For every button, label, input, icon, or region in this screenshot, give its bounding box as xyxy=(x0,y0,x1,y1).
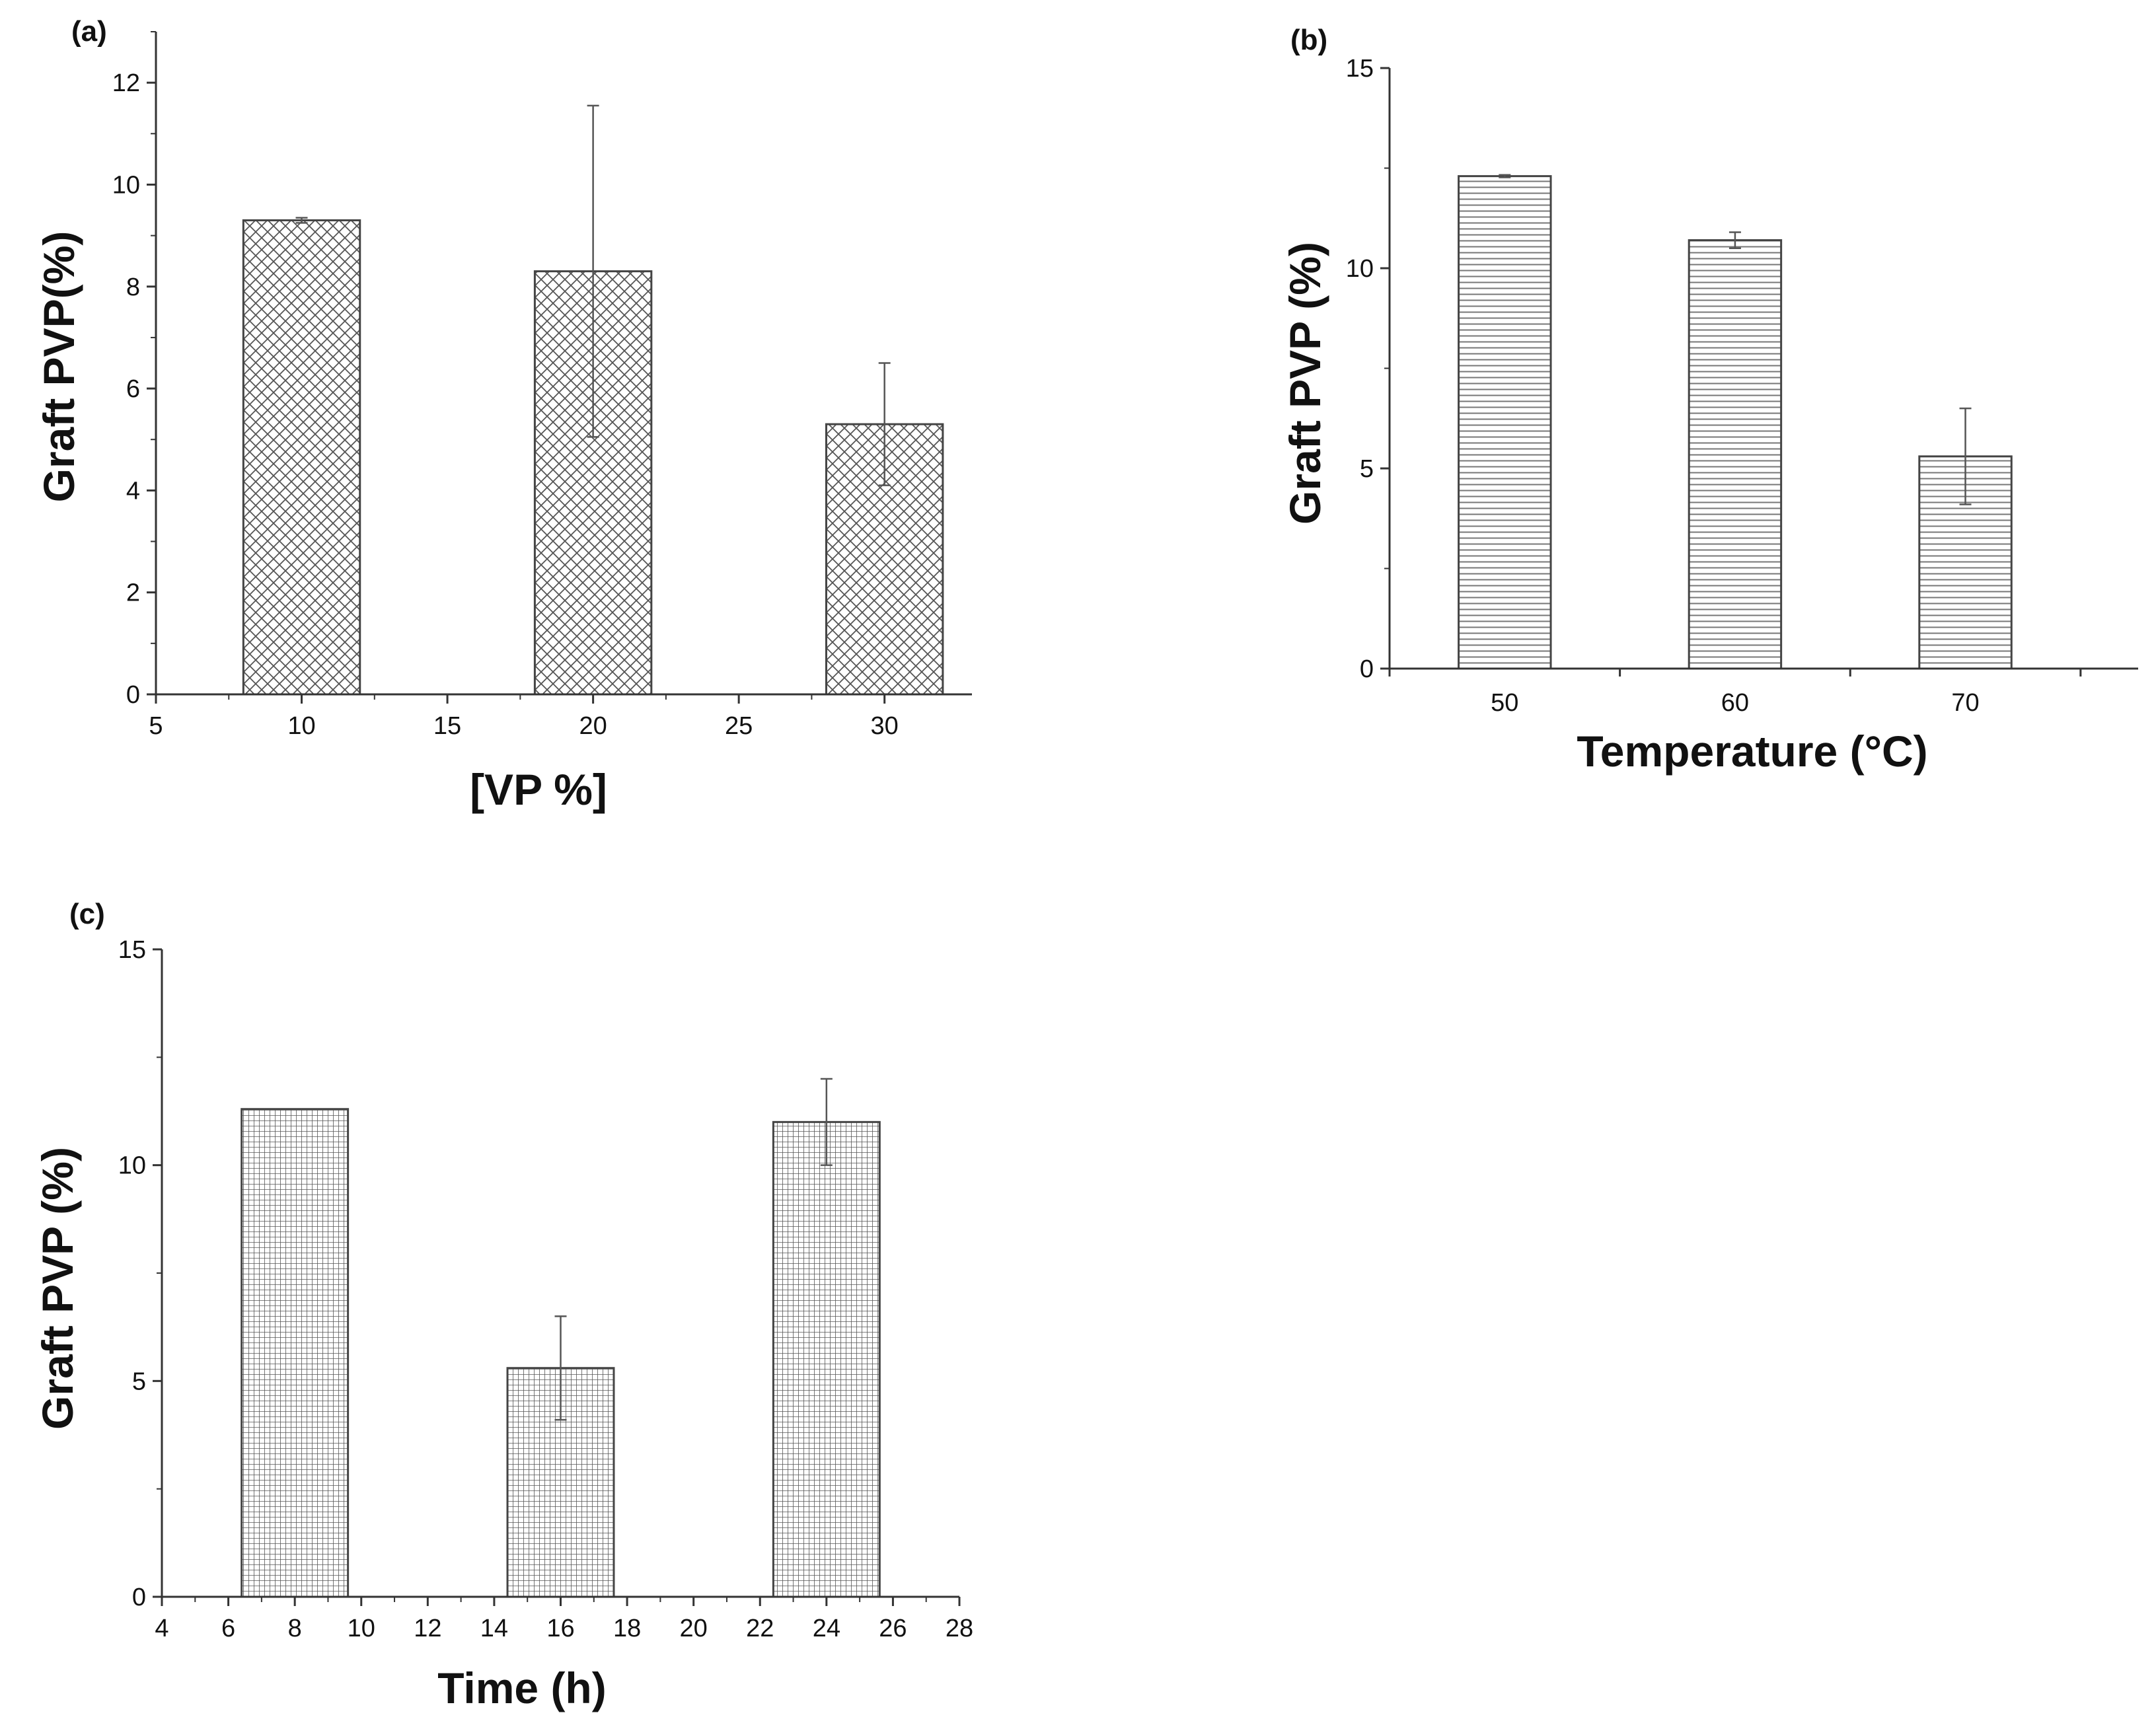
panel-c-y-tick-label: 0 xyxy=(132,1584,146,1611)
panel-b-label: (b) xyxy=(1290,24,1327,56)
panel-c-y-ticks: 0 5 10 15 xyxy=(118,936,162,1611)
panel-a-error-bar xyxy=(587,104,599,438)
panel-b-x-tick-label: 60 xyxy=(1721,689,1749,717)
panel-b-x-ticks: 50 60 70 xyxy=(1388,669,2082,717)
panel-b-x-tick-label: 70 xyxy=(1951,689,1979,717)
panel-b-y-tick-label: 0 xyxy=(1360,655,1374,683)
panel-a-y-tick-label: 8 xyxy=(126,274,140,301)
panel-c-x-axis-title: Time (h) xyxy=(437,1664,606,1712)
panel-a-x-tick-label: 15 xyxy=(433,712,461,740)
panel-c-error-bar xyxy=(554,1315,567,1421)
panel-a-y-axis-title: Graft PVP(%) xyxy=(34,231,83,503)
panel-c-x-tick-label: 8 xyxy=(288,1615,302,1642)
panel-b-bars xyxy=(1458,175,2013,670)
panel-c-y-axis-title: Graft PVP (%) xyxy=(33,1147,82,1430)
panel-b-chart: (b) 0 5 10 15 50 60 70 Graft PVP (%) Temperat… xyxy=(1281,24,2138,776)
panel-b-error-bars xyxy=(1499,174,1972,505)
panel-b-y-tick-label: 5 xyxy=(1360,455,1374,483)
panel-c-y-tick-label: 10 xyxy=(118,1152,146,1180)
panel-c-x-tick-label: 12 xyxy=(414,1615,441,1642)
panel-c-bar xyxy=(241,1108,350,1598)
panel-c-y-tick-label: 15 xyxy=(118,936,146,964)
panel-b-error-bar xyxy=(1959,407,1972,505)
panel-a-y-tick-label: 6 xyxy=(126,375,140,403)
panel-b-x-axis-title: Temperature (°C) xyxy=(1577,727,1927,776)
panel-a-error-bars xyxy=(295,104,891,486)
panel-a-x-tick-label: 25 xyxy=(725,712,753,740)
panel-c-y-tick-label: 5 xyxy=(132,1368,146,1395)
panel-b-bar xyxy=(1458,175,1552,670)
panel-c-chart: (c) 0 5 10 15 4 6 8 10 12 14 16 18 20 22 24 26 28 Graft… xyxy=(33,898,973,1712)
panel-a-x-ticks: 5 10 15 20 25 30 xyxy=(149,694,899,740)
panel-b-y-tick-label: 10 xyxy=(1346,255,1374,283)
panel-b-bar xyxy=(1688,239,1783,670)
panel-c-x-tick-label: 4 xyxy=(155,1615,168,1642)
panel-a-y-tick-label: 12 xyxy=(112,69,140,97)
panel-a-y-tick-label: 2 xyxy=(126,579,140,607)
panel-a-bar xyxy=(242,219,361,696)
panel-b-error-bar xyxy=(1729,231,1741,249)
panel-a-x-tick-label: 20 xyxy=(579,712,607,740)
panel-c-bar xyxy=(772,1120,881,1598)
panel-a-x-axis-title: [VP %] xyxy=(470,765,607,814)
panel-c-error-bar xyxy=(820,1078,833,1166)
panel-a-y-tick-label: 4 xyxy=(126,477,140,505)
panel-a-error-bar xyxy=(878,362,891,486)
panel-c-x-tick-label: 20 xyxy=(680,1615,708,1642)
panel-c-x-tick-label: 14 xyxy=(480,1615,508,1642)
panel-b-y-axis-title: Graft PVP (%) xyxy=(1281,242,1329,525)
panel-c-x-tick-label: 24 xyxy=(813,1615,840,1642)
panel-a-x-tick-label: 5 xyxy=(149,712,163,740)
panel-b-x-tick-label: 50 xyxy=(1491,689,1518,717)
panel-a-y-tick-label: 0 xyxy=(126,681,140,709)
panel-a-chart: (a) 0 2 4 6 8 10 12 5 10 15 20 25 30 Graft PVP(%) [… xyxy=(34,15,972,814)
panel-c-error-bars xyxy=(554,1078,833,1421)
panel-a-y-tick-label: 10 xyxy=(112,171,140,199)
panel-a-error-bar xyxy=(295,217,308,224)
panel-b-error-bar xyxy=(1499,174,1511,178)
panel-c-x-ticks: 4 6 8 10 12 14 16 18 20 22 24 26 28 xyxy=(155,1597,973,1642)
panel-c-x-tick-label: 6 xyxy=(221,1615,235,1642)
panel-a-y-ticks: 0 2 4 6 8 10 12 xyxy=(112,31,156,709)
panel-c-x-tick-label: 28 xyxy=(946,1615,973,1642)
panel-a-x-tick-label: 30 xyxy=(871,712,899,740)
panel-c-x-tick-label: 26 xyxy=(879,1615,907,1642)
panel-c-x-tick-label: 10 xyxy=(348,1615,375,1642)
panel-c-x-tick-label: 16 xyxy=(546,1615,574,1642)
panel-c-x-tick-label: 22 xyxy=(746,1615,774,1642)
panel-b-y-tick-label: 15 xyxy=(1346,55,1374,83)
panel-c-label: (c) xyxy=(69,898,105,930)
panel-a-x-tick-label: 10 xyxy=(287,712,315,740)
panel-b-y-ticks: 0 5 10 15 xyxy=(1346,55,1390,683)
panel-c-x-tick-label: 18 xyxy=(613,1615,641,1642)
panel-a-label: (a) xyxy=(71,15,107,48)
